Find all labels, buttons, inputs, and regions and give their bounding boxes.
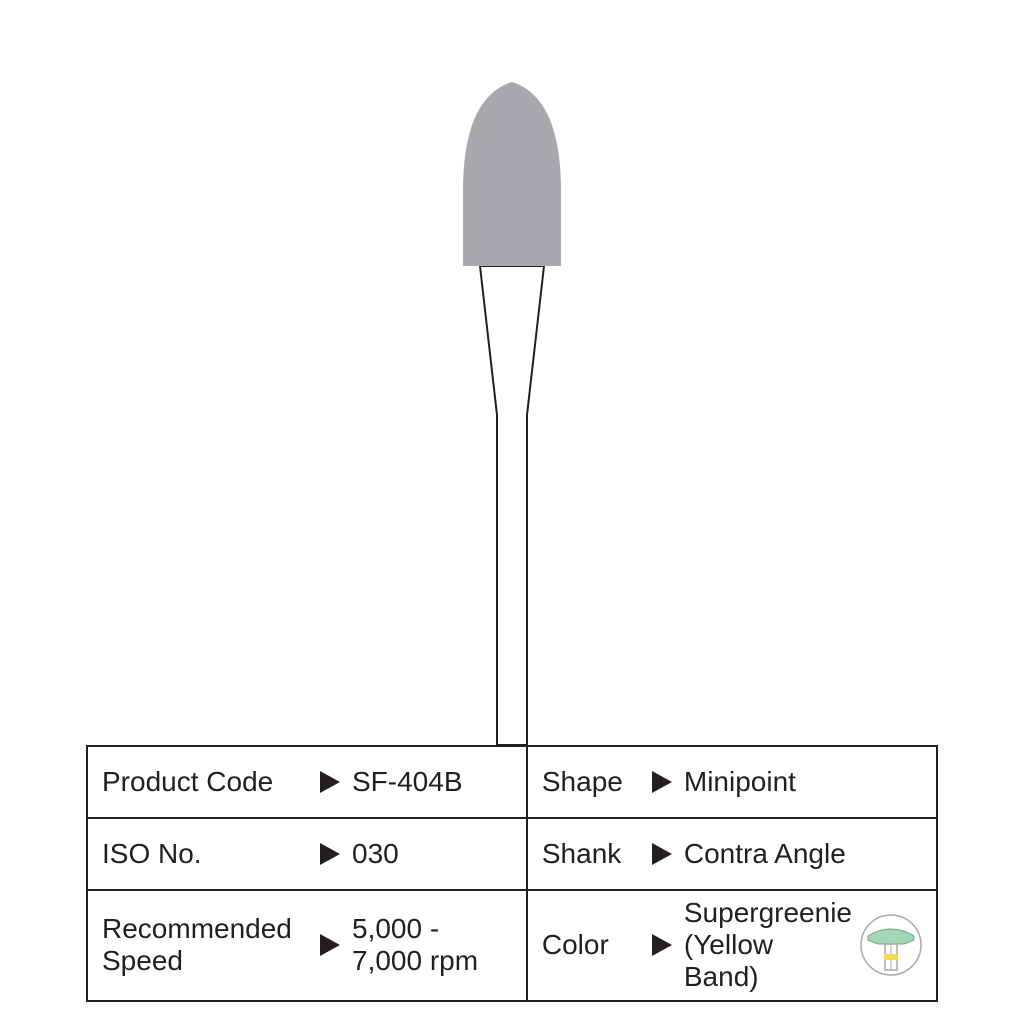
spec-table: Product Code SF-404B Shape Minipoint ISO No.… xyxy=(86,745,938,1002)
spec-label: Product Code xyxy=(102,766,302,798)
spec-value: Supergreenie(Yellow Band) xyxy=(684,897,852,994)
spec-cell: Product Code SF-404B xyxy=(87,746,527,818)
spec-label: Shape xyxy=(542,766,634,798)
spec-label: Color xyxy=(542,929,634,961)
spec-value: 5,000 -7,000 rpm xyxy=(352,913,478,977)
tip xyxy=(463,82,561,266)
spec-value: SF-404B xyxy=(352,766,463,798)
bullet-arrow-icon xyxy=(652,934,672,956)
bullet-arrow-icon xyxy=(320,934,340,956)
bullet-arrow-icon xyxy=(652,843,672,865)
spec-label: RecommendedSpeed xyxy=(102,913,302,977)
spec-cell: Shape Minipoint xyxy=(527,746,937,818)
spec-row: RecommendedSpeed 5,000 -7,000 rpm Color Sup… xyxy=(87,890,937,1001)
spec-row: ISO No. 030 Shank Contra Angle xyxy=(87,818,937,890)
color-swatch-icon xyxy=(860,914,922,976)
spec-value: Contra Angle xyxy=(684,838,846,870)
spec-label: ISO No. xyxy=(102,838,302,870)
spec-label: Shank xyxy=(542,838,634,870)
bullet-arrow-icon xyxy=(320,771,340,793)
bullet-arrow-icon xyxy=(652,771,672,793)
spec-row: Product Code SF-404B Shape Minipoint xyxy=(87,746,937,818)
page: Product Code SF-404B Shape Minipoint ISO No.… xyxy=(0,0,1024,1024)
spec-cell: Shank Contra Angle xyxy=(527,818,937,890)
spec-value: Minipoint xyxy=(684,766,796,798)
spec-value: 030 xyxy=(352,838,399,870)
spec-cell: ISO No. 030 xyxy=(87,818,527,890)
spec-cell: RecommendedSpeed 5,000 -7,000 rpm xyxy=(87,890,527,1001)
bullet-arrow-icon xyxy=(320,843,340,865)
spec-cell: Color Supergreenie(Yellow Band) xyxy=(527,890,937,1001)
shank-outline xyxy=(480,266,544,745)
product-illustration xyxy=(0,0,1024,760)
